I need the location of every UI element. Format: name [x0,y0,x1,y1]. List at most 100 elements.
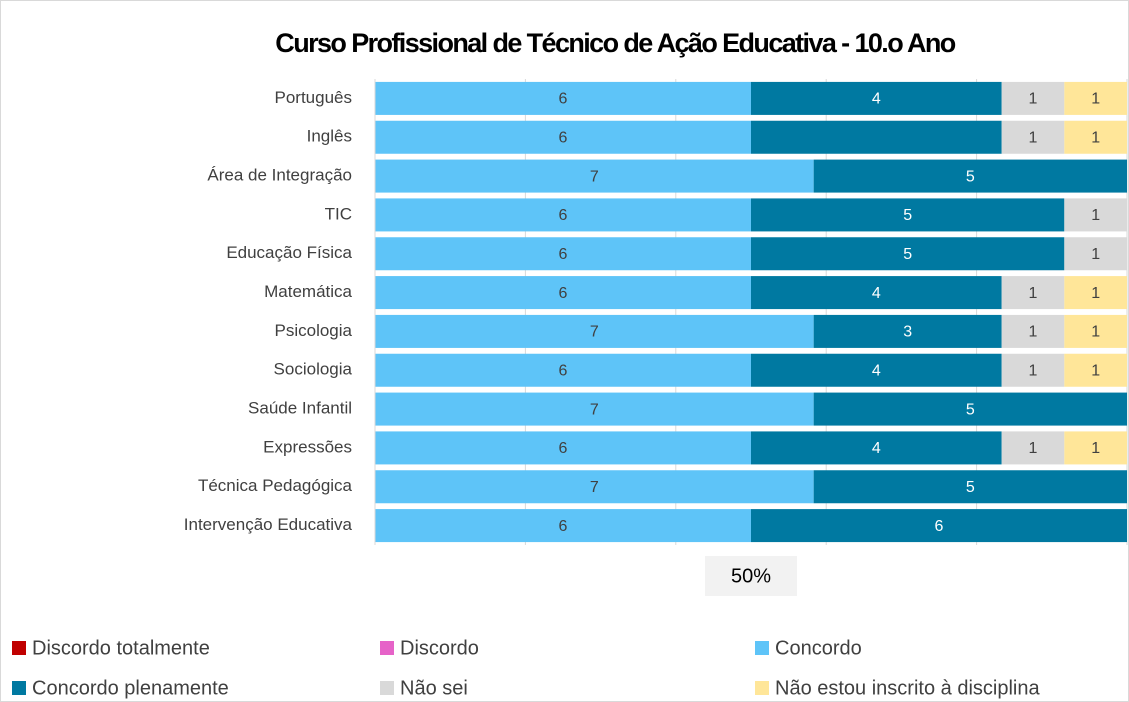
bar-segment [1001,353,1065,387]
data-label: 1 [1091,129,1100,146]
y-tick-label: Intervenção Educativa [184,515,353,534]
y-tick-label: Matemática [264,282,352,301]
legend-swatch [380,641,394,655]
data-label: 4 [872,440,881,457]
data-label: 4 [872,91,881,108]
bar-segment [375,237,751,271]
y-tick-label: TIC [325,204,352,223]
legend-label: Concordo [775,637,862,659]
y-tick-label: Educação Física [226,243,352,262]
legend-swatch [12,681,26,695]
bar-segment [375,198,751,232]
y-tick-label: Técnica Pedagógica [198,476,353,495]
bar-segment [375,276,751,310]
data-label: 5 [903,246,912,263]
bar-segment [1064,314,1127,348]
legend-swatch [755,641,769,655]
data-label: 5 [966,401,975,418]
data-label: 7 [590,168,599,185]
bar-segment [375,120,751,154]
bar-segment [813,392,1127,426]
data-label: 1 [1091,285,1100,302]
legend-swatch [755,681,769,695]
data-label: 6 [559,129,568,146]
bar-segment [751,237,1065,271]
data-label: 1 [1029,91,1038,108]
bar-segment [1064,237,1127,271]
legend-swatch [12,641,26,655]
y-tick-label: Área de Integração [207,166,352,185]
bar-segment [375,159,814,193]
data-label: 1 [1029,440,1038,457]
legend-label: Não sei [400,677,468,699]
y-tick-label: Psicologia [275,321,353,340]
data-label: 1 [1029,362,1038,379]
data-label: 1 [1091,91,1100,108]
annotation: 50% [731,565,771,587]
bar-segment [813,314,1002,348]
data-label: 6 [559,285,568,302]
bar-segment [375,392,814,426]
bar-segment [375,509,751,543]
data-label: 1 [1029,129,1038,146]
legend-label: Discordo totalmente [32,637,210,659]
bar-segment [1001,431,1065,465]
data-label: 6 [559,246,568,263]
data-label: 6 [559,207,568,224]
bar-segment [1064,276,1127,310]
y-tick-label: Português [275,88,353,107]
data-label: 4 [872,285,881,302]
y-tick-label: Expressões [263,437,352,456]
legend-swatch [380,681,394,695]
annotation-box [705,556,797,596]
data-label: 5 [966,479,975,496]
data-label: 6 [559,362,568,379]
bar-segment [375,431,751,465]
data-label: 1 [1091,362,1100,379]
y-tick-label: Saúde Infantil [248,399,352,418]
data-label: 4 [872,362,881,379]
data-label: 6 [559,518,568,535]
bar-segment [1001,314,1065,348]
data-label: 6 [935,518,944,535]
y-tick-label: Sociologia [274,360,353,379]
y-tick-label: Inglês [307,127,352,146]
bar-segment [1064,120,1127,154]
bar-segment [1001,120,1065,154]
bar-segment [375,353,751,387]
legend-label: Discordo [400,637,479,659]
chart-title: Curso Profissional de Técnico de Ação Ed… [275,28,955,58]
data-label: 5 [903,207,912,224]
bar-segment [813,159,1127,193]
bar-segment [751,81,1002,115]
data-label: 1 [1029,324,1038,341]
data-label: 7 [590,479,599,496]
bar-segment [375,81,751,115]
data-label: 1 [1091,246,1100,263]
bar-segment [375,314,814,348]
data-label: 1 [1091,440,1100,457]
data-label: 6 [559,440,568,457]
bar-segment [1001,81,1065,115]
data-label: 1 [1029,285,1038,302]
bar-segment [1064,353,1127,387]
data-label: 7 [590,401,599,418]
data-label: 3 [903,324,912,341]
data-label: 1 [1091,324,1100,341]
data-label: 1 [1091,207,1100,224]
bar-segment [751,120,1002,154]
bar-segment [375,470,814,504]
bar-segment [1064,81,1127,115]
bar-segment [751,198,1065,232]
bar-segment [1064,431,1127,465]
bar-segment [1064,198,1127,232]
data-label: 6 [559,91,568,108]
bar-segment [751,431,1002,465]
bar-segment [751,353,1002,387]
data-label: 7 [590,324,599,341]
bar-segment [1001,276,1065,310]
data-label: 5 [966,168,975,185]
